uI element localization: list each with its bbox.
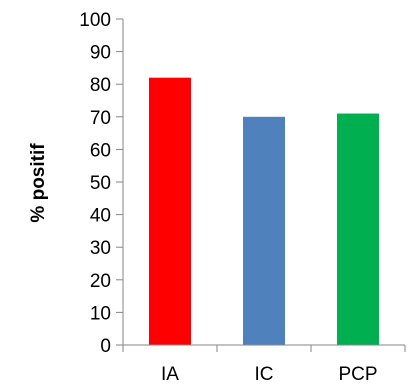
y-axis-ticks — [116, 18, 123, 346]
y-tick-label: 30 — [90, 238, 111, 259]
y-tick-label: 70 — [90, 108, 111, 129]
x-axis-ticks — [122, 345, 406, 352]
y-tick-label: 20 — [90, 271, 111, 292]
y-tick-label: 60 — [90, 140, 111, 161]
y-tick-label: 100 — [79, 10, 111, 31]
bar-pcp — [337, 113, 379, 345]
y-tick-label: 40 — [90, 206, 111, 227]
bar-ic — [243, 116, 285, 345]
y-tick-label: 90 — [90, 43, 111, 64]
y-axis-labels: 0 10 20 30 40 50 60 70 80 90 100 — [79, 10, 111, 357]
y-tick-label: 0 — [100, 336, 111, 357]
x-category-label: IC — [255, 364, 274, 385]
bar-ia — [149, 77, 191, 346]
x-axis-labels: IA IC PCP — [161, 364, 378, 385]
y-tick-label: 80 — [90, 75, 111, 96]
bars — [149, 77, 379, 346]
x-category-label: PCP — [338, 364, 377, 385]
y-tick-label: 50 — [90, 173, 111, 194]
y-axis-title: % positif — [28, 143, 49, 223]
x-category-label: IA — [161, 364, 179, 385]
y-tick-label: 10 — [90, 303, 111, 324]
